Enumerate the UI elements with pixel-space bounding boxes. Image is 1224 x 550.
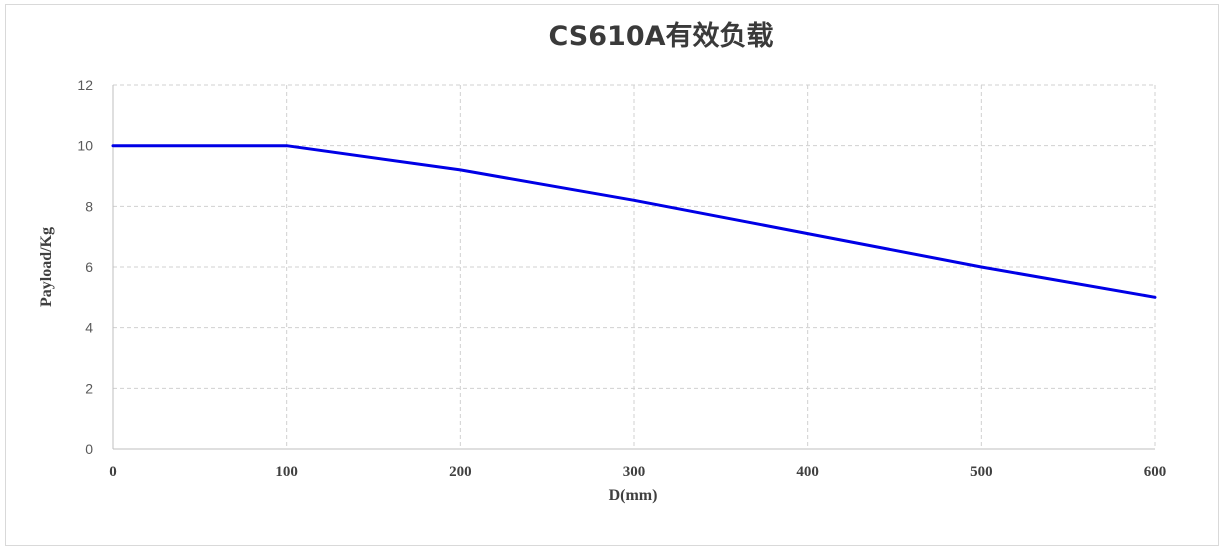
y-tick-label: 4 — [85, 320, 93, 336]
x-tick-label: 400 — [796, 464, 819, 480]
series-layer — [111, 144, 1157, 299]
series-line — [111, 144, 1157, 299]
x-axis-label: D(mm) — [609, 487, 658, 504]
chart-frame — [5, 4, 1219, 546]
y-tick-labels: 0 2 4 6 8 10 12 — [77, 77, 93, 457]
x-tick-label: 600 — [1144, 464, 1167, 480]
x-tick-label: 300 — [623, 464, 646, 480]
grid — [113, 84, 1156, 449]
y-tick-label: 2 — [85, 380, 93, 396]
chart-title: CS610A有效负载 — [548, 21, 773, 52]
y-tick-label: 12 — [77, 77, 93, 93]
y-tick-label: 0 — [85, 441, 93, 457]
x-tick-label: 0 — [109, 464, 117, 480]
x-tick-label: 200 — [449, 464, 472, 480]
x-tick-labels: 0 100 200 300 400 500 600 — [109, 464, 1166, 480]
y-axis-label: Payload/Kg — [38, 227, 55, 307]
y-tick-label: 10 — [77, 138, 93, 154]
x-tick-label: 500 — [970, 464, 993, 480]
x-tick-label: 100 — [275, 464, 298, 480]
y-tick-label: 8 — [85, 198, 93, 214]
y-tick-label: 6 — [85, 259, 93, 275]
